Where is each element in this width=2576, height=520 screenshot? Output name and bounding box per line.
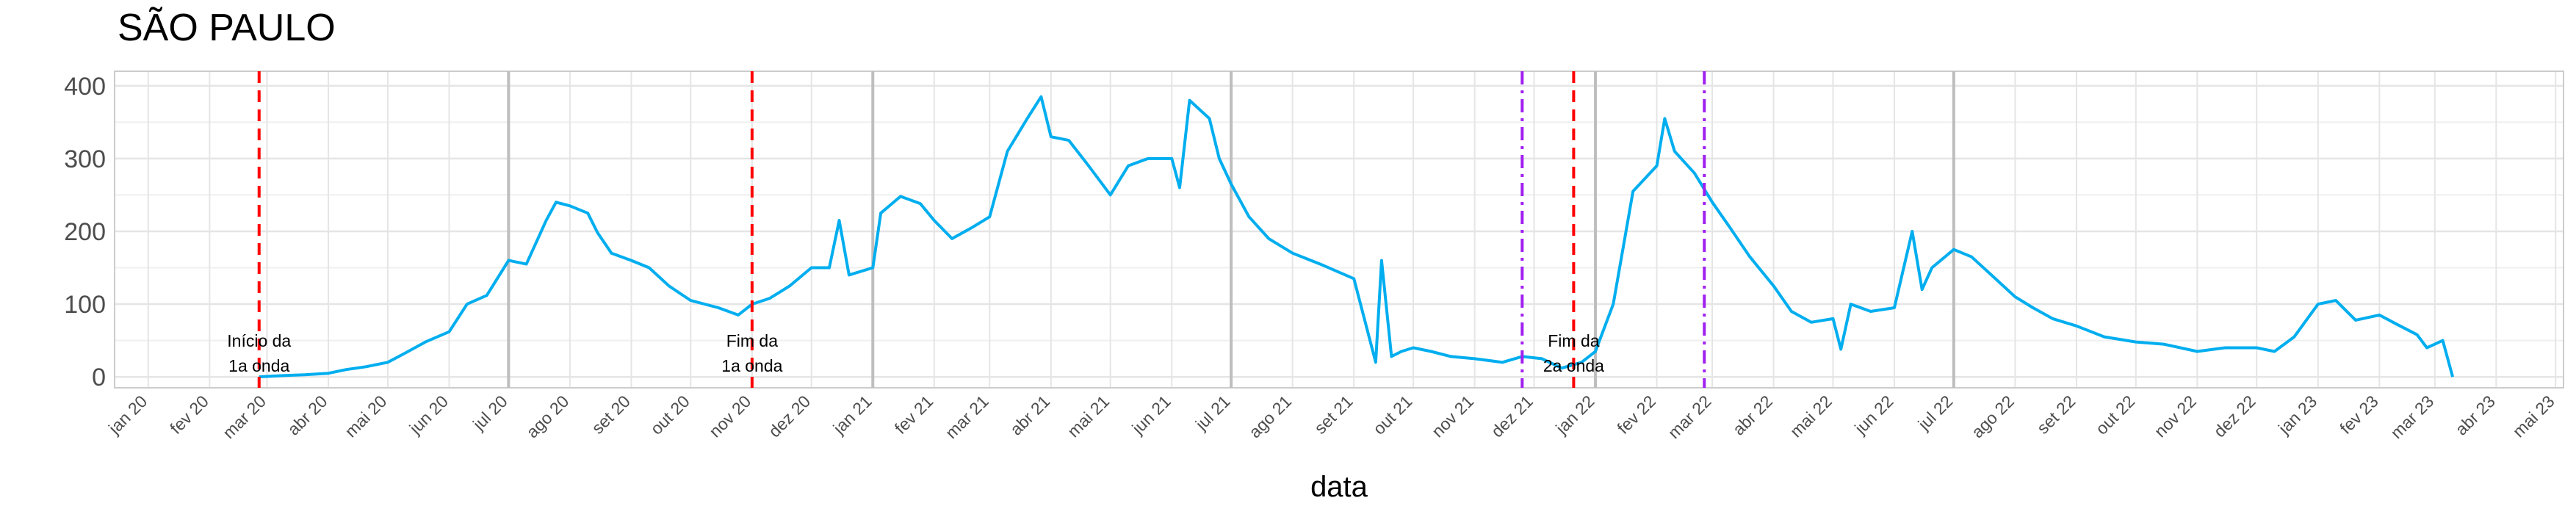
x-tick-label: jan 20 [104,391,151,438]
x-tick-label: mar 22 [1664,391,1715,442]
x-axis-ticks: jan 20 fev 20 mar 20 abr 20 mai 20 jun 20 jul … [104,391,2558,442]
x-tick-label: jun 21 [1128,391,1174,438]
x-tick-label: nov 22 [2151,391,2200,441]
x-axis-label: data [1310,471,1368,503]
x-tick-label: ago 21 [1245,391,1295,441]
x-tick-label: fev 21 [891,391,937,438]
y-axis-ticks: 0 100 200 300 400 [64,73,106,391]
x-tick-label: nov 20 [705,391,754,441]
y-tick-label: 200 [64,218,106,246]
x-tick-label: fev 20 [166,391,212,438]
x-tick-label: jul 22 [1913,391,1956,434]
x-tick-label: jan 22 [1551,391,1598,438]
x-tick-label: ago 20 [522,391,572,441]
grid-layer [114,71,2564,389]
annotations: Início da 1a onda Fim da 1a onda Fim da 2a on… [227,331,1604,375]
annotation-label: 2a onda [1543,356,1604,375]
x-tick-label: jun 20 [405,391,452,438]
wave-lines [257,71,1706,388]
x-tick-label: abr 21 [1006,391,1054,439]
y-tick-label: 100 [64,291,106,319]
x-tick-label: jan 23 [2274,391,2320,438]
x-tick-label: abr 20 [284,391,331,439]
x-tick-label: set 21 [1310,391,1357,438]
x-tick-label: mai 21 [1064,391,1113,441]
x-tick-label: mai 22 [1786,391,1836,441]
semester-lines [507,71,1955,388]
x-tick-label: out 22 [2092,391,2139,438]
series-line [259,95,2455,379]
plot-border [114,71,2564,389]
x-tick-label: mai 23 [2509,391,2558,441]
annotation-label: 1a onda [721,356,782,375]
x-tick-label: dez 21 [1487,391,1537,441]
annotation-label: 1a onda [228,356,289,375]
x-tick-label: abr 22 [1729,391,1777,439]
x-tick-label: nov 21 [1428,391,1477,441]
x-tick-label: ago 22 [1968,391,2018,441]
series-layer [259,95,2455,379]
annotation-label: Início da [227,331,291,350]
annotation-label: Fim da [726,331,779,350]
x-tick-label: out 20 [646,391,693,438]
x-tick-label: out 21 [1369,391,1416,438]
x-tick-label: fev 22 [1613,391,1659,438]
x-tick-label: dez 20 [765,391,814,441]
x-tick-label: jun 22 [1850,391,1897,438]
x-tick-label: mar 23 [2386,391,2437,442]
x-tick-label: mar 20 [219,391,270,442]
x-tick-label: set 20 [588,391,634,438]
x-tick-label: jul 20 [469,391,511,434]
x-tick-label: jul 21 [1191,391,1234,434]
annotation-label: Fim da [1548,331,1600,350]
chart-title: SÃO PAULO [118,7,336,49]
x-tick-label: mai 20 [341,391,390,441]
x-tick-label: dez 22 [2210,391,2259,441]
y-tick-label: 300 [64,145,106,173]
y-tick-label: 0 [92,364,106,391]
y-tick-label: 400 [64,73,106,101]
x-tick-label: jan 21 [829,391,875,438]
x-tick-label: fev 23 [2336,391,2382,438]
x-tick-label: mar 21 [942,391,992,442]
x-tick-label: set 22 [2033,391,2079,438]
x-tick-label: abr 23 [2451,391,2499,439]
